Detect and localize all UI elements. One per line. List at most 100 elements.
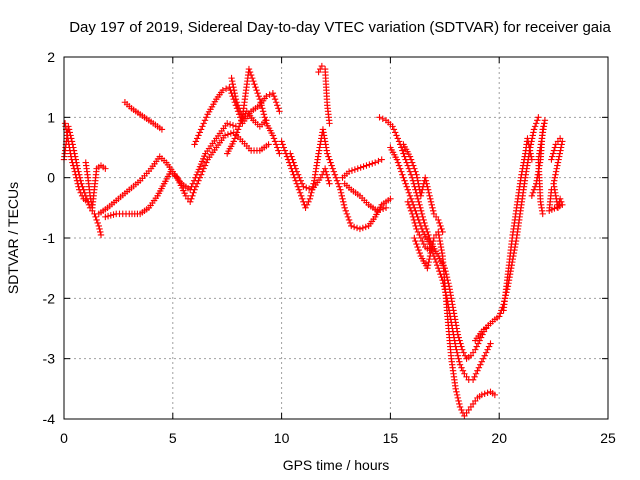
data-point-marker: [398, 168, 405, 175]
data-point-marker: [412, 222, 419, 230]
data-point-marker: [69, 159, 76, 166]
data-point-marker: [339, 195, 346, 202]
data-point-marker: [200, 120, 207, 127]
data-point-marker: [345, 216, 353, 224]
data-point-marker: [266, 91, 273, 98]
data-point-marker: [94, 219, 101, 227]
data-point-marker: [528, 192, 536, 199]
data-point-marker: [278, 138, 285, 145]
data-point-marker: [529, 132, 536, 139]
data-point-marker: [315, 68, 322, 76]
data-point-marker: [374, 207, 381, 215]
data-point-marker: [107, 212, 114, 219]
data-point-marker: [76, 186, 83, 193]
data-point-marker: [412, 168, 419, 175]
data-point-marker: [334, 180, 342, 187]
data-point-marker: [454, 352, 462, 359]
y-tick-label: -3: [43, 351, 56, 367]
data-point-marker: [411, 219, 418, 227]
data-point-marker: [532, 120, 540, 127]
data-point-marker: [193, 180, 201, 187]
data-point-marker: [158, 126, 166, 133]
data-point-marker: [478, 391, 485, 399]
data-point-marker: [346, 219, 354, 227]
data-point-marker: [453, 388, 460, 396]
chart-title: Day 197 of 2019, Sidereal Day-to-day VTE…: [69, 19, 611, 36]
data-point-marker: [539, 210, 546, 218]
data-point-marker: [424, 264, 431, 272]
data-point-marker: [426, 192, 433, 199]
data-point-marker: [305, 198, 312, 205]
data-point-marker: [407, 207, 415, 215]
data-point-marker: [102, 213, 109, 221]
data-point-marker: [418, 210, 426, 218]
data-point-marker: [497, 310, 504, 317]
data-point-marker: [292, 165, 299, 172]
data-point-marker: [379, 115, 386, 123]
data-point-marker: [328, 162, 335, 169]
data-point-marker: [303, 184, 310, 191]
data-point-marker: [412, 237, 419, 245]
data-point-marker: [438, 225, 445, 233]
x-tick-label: 5: [169, 430, 177, 446]
data-point-marker: [359, 224, 367, 232]
data-point-marker: [474, 367, 481, 374]
data-point-marker: [456, 400, 463, 408]
data-point-marker: [389, 123, 396, 130]
data-point-marker: [233, 129, 241, 136]
data-point-marker: [369, 160, 376, 167]
data-point-marker: [190, 189, 197, 196]
data-point-marker: [556, 150, 564, 157]
data-point-marker: [325, 177, 332, 184]
data-point-marker: [187, 198, 194, 205]
data-point-marker: [336, 183, 343, 190]
data-point-marker: [375, 157, 382, 165]
data-point-marker: [416, 231, 423, 239]
data-point-marker: [258, 102, 265, 109]
data-point-marker: [526, 147, 534, 154]
data-point-marker: [526, 144, 533, 151]
data-point-marker: [250, 77, 257, 85]
data-point-marker: [551, 177, 558, 184]
data-point-marker: [461, 352, 469, 359]
data-point-marker: [294, 171, 302, 178]
data-point-marker: [480, 355, 487, 362]
data-point-marker: [317, 174, 324, 181]
data-point-marker: [473, 343, 480, 350]
data-point-marker: [274, 102, 281, 109]
data-point-marker: [197, 171, 205, 178]
y-tick-label: 0: [47, 170, 55, 186]
data-point-marker: [340, 201, 348, 209]
data-point-marker: [232, 132, 240, 139]
data-point-marker: [269, 132, 277, 139]
data-point-marker: [419, 186, 426, 193]
data-point-marker: [324, 174, 331, 181]
data-point-marker: [191, 141, 198, 148]
data-point-marker: [269, 90, 277, 97]
data-point-marker: [406, 204, 414, 212]
data-point-marker: [326, 120, 333, 127]
data-point-marker: [196, 129, 203, 136]
data-point-marker: [554, 159, 562, 166]
data-point-marker: [74, 180, 81, 187]
data-point-marker: [402, 180, 409, 187]
data-point-marker: [534, 117, 541, 124]
data-points: [60, 62, 566, 420]
data-point-marker: [192, 183, 200, 190]
data-point-marker: [188, 195, 195, 202]
data-point-marker: [199, 168, 206, 175]
data-point-marker: [307, 192, 314, 199]
data-point-marker: [496, 313, 503, 320]
data-point-marker: [102, 165, 109, 172]
data-point-marker: [350, 223, 358, 231]
data-point-marker: [552, 168, 560, 175]
data-point-marker: [203, 159, 210, 166]
data-point-marker: [229, 80, 236, 88]
x-axis-label: GPS time / hours: [283, 457, 390, 473]
data-point-marker: [436, 219, 443, 227]
data-point-marker: [407, 156, 415, 163]
data-point-marker: [401, 177, 408, 184]
data-point-marker: [474, 340, 482, 347]
data-point-marker: [276, 108, 283, 115]
data-point-marker: [271, 96, 279, 103]
